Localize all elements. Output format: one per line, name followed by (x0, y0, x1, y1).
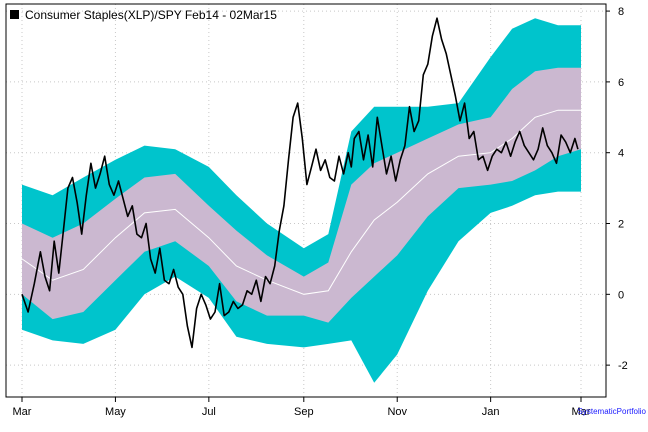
legend: Consumer Staples(XLP)/SPY Feb14 - 02Mar1… (10, 8, 277, 22)
y-tick-label: 2 (618, 219, 624, 231)
x-tick-label: Mar (13, 406, 32, 418)
y-tick-label: 0 (618, 289, 624, 301)
x-tick-label: Nov (387, 406, 407, 418)
y-tick-label: 6 (618, 77, 624, 89)
x-tick-label: Sep (294, 406, 314, 418)
x-tick-label: Jan (482, 406, 500, 418)
credit-label: SystematicPortfolio (578, 407, 647, 416)
legend-label: Consumer Staples(XLP)/SPY Feb14 - 02Mar1… (25, 8, 277, 22)
x-tick-label: Mar (572, 406, 591, 418)
plot-frame (5, 3, 607, 398)
x-tick-label: Jul (202, 406, 216, 418)
outer-band (22, 18, 581, 383)
x-tick-label: May (105, 406, 126, 418)
inner-band (22, 67, 581, 323)
y-tick-label: 8 (618, 6, 624, 18)
legend-swatch (10, 10, 19, 19)
series-line (21, 17, 579, 349)
y-tick-label: -2 (618, 360, 628, 372)
y-tick-label: 4 (618, 148, 624, 160)
x-axis: Mar May Jul Sep Nov Jan Mar (13, 397, 591, 418)
y-axis: -2 0 2 4 6 8 (606, 6, 628, 372)
